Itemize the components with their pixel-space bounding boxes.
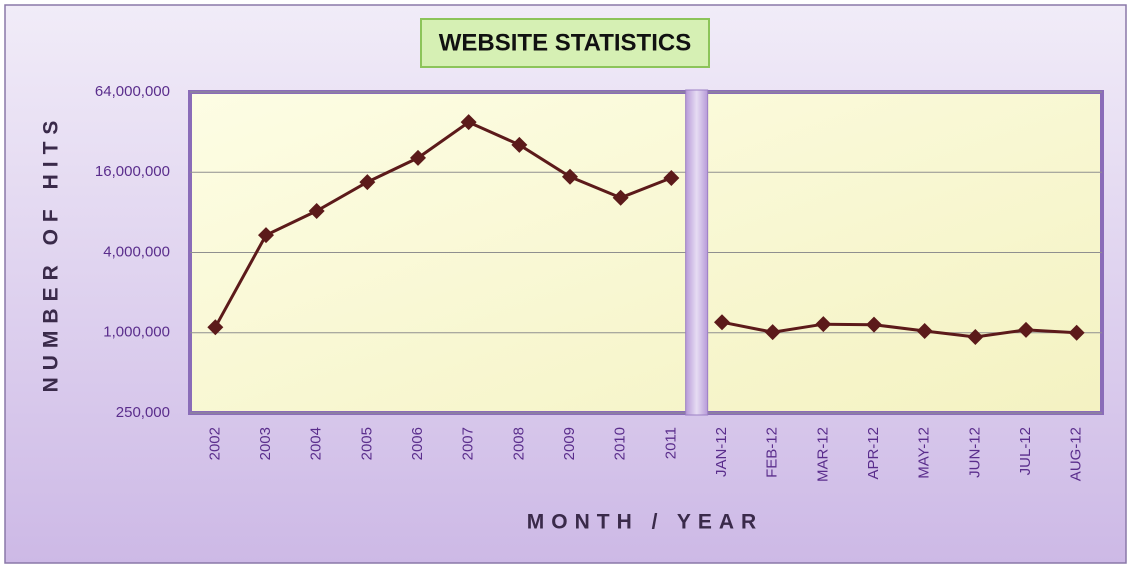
data-point xyxy=(1018,321,1034,338)
data-point xyxy=(1068,324,1085,341)
panel-separator xyxy=(685,89,709,416)
data-point xyxy=(967,328,984,345)
y-tick-label: 1,000,000 xyxy=(103,324,170,341)
x-tick-label: 2005 xyxy=(358,427,375,460)
x-tick-label: JUL-12 xyxy=(1017,427,1034,475)
x-tick-label: JAN-12 xyxy=(713,427,730,477)
data-point xyxy=(663,169,680,186)
data-point xyxy=(562,168,578,185)
y-tick-label: 4,000,000 xyxy=(103,243,170,260)
x-tick-label: AUG-12 xyxy=(1068,427,1085,481)
y-tick-label: 16,000,000 xyxy=(95,163,170,180)
x-tick-label: 2008 xyxy=(510,427,527,460)
data-point xyxy=(815,316,832,333)
data-point xyxy=(511,136,528,153)
y-tick-label: 250,000 xyxy=(116,404,170,421)
data-point xyxy=(460,114,477,131)
x-tick-label: MAR-12 xyxy=(814,427,831,482)
y-tick-label: 64,000,000 xyxy=(95,83,170,100)
data-point xyxy=(612,189,629,206)
data-point xyxy=(916,323,933,340)
x-tick-label: FEB-12 xyxy=(764,427,781,478)
x-tick-label: 2010 xyxy=(612,427,629,460)
x-tick-label: 2007 xyxy=(460,427,477,460)
data-point xyxy=(410,149,426,166)
x-tick-label: 2003 xyxy=(257,427,274,460)
x-tick-label: 2006 xyxy=(409,427,426,460)
data-point xyxy=(207,319,224,336)
y-axis-title: NUMBER OF HITS xyxy=(40,114,63,393)
x-tick-label: APR-12 xyxy=(865,427,882,480)
x-tick-label: JUN-12 xyxy=(966,427,983,478)
chart-title: WEBSITE STATISTICS xyxy=(439,29,691,56)
data-point xyxy=(764,324,781,341)
x-tick-label: 2011 xyxy=(662,427,679,459)
x-tick-label: 2009 xyxy=(561,427,578,460)
data-point xyxy=(714,314,730,331)
x-axis-title: MONTH / YEAR xyxy=(527,511,763,534)
data-point xyxy=(359,174,376,191)
data-point xyxy=(258,227,274,244)
x-tick-label: 2002 xyxy=(206,427,223,460)
title-box xyxy=(420,18,710,68)
data-line xyxy=(213,120,1077,339)
data-point xyxy=(308,202,325,219)
x-tick-label: 2004 xyxy=(308,427,325,460)
data-point xyxy=(866,316,882,333)
x-tick-label: MAY-12 xyxy=(916,427,933,479)
